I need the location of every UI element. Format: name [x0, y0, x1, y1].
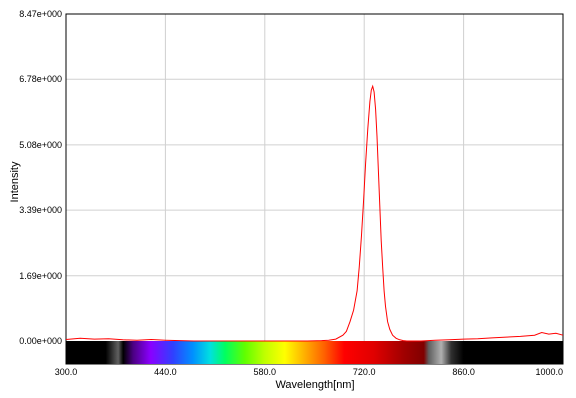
y-tick-label: 6.78e+000 [19, 74, 62, 84]
y-axis-ticks: 0.00e+000 1.69e+000 3.39e+000 5.08e+000 6.78… [19, 9, 62, 346]
y-tick-label: 3.39e+000 [19, 205, 62, 215]
grid-lines [66, 14, 563, 364]
x-tick-label: 300.0 [55, 367, 78, 377]
x-tick-label: 1000.0 [535, 367, 563, 377]
x-axis-ticks: 300.0 440.0 580.0 720.0 860.0 1000.0 [55, 367, 563, 377]
x-tick-label: 720.0 [353, 367, 376, 377]
x-axis-title: Wavelength[nm] [275, 379, 354, 391]
x-tick-label: 440.0 [154, 367, 177, 377]
intensity-series-line [65, 84, 564, 342]
x-tick-label: 580.0 [254, 367, 277, 377]
y-tick-label: 1.69e+000 [19, 271, 62, 281]
y-tick-label: 8.47e+000 [19, 9, 62, 19]
y-tick-label: 5.08e+000 [19, 140, 62, 150]
plot-background [66, 14, 563, 364]
x-tick-label: 860.0 [452, 367, 475, 377]
y-tick-label: 0.00e+000 [19, 336, 62, 346]
y-axis-title: Intensity [9, 161, 21, 202]
visible-spectrum-strip [66, 341, 563, 364]
